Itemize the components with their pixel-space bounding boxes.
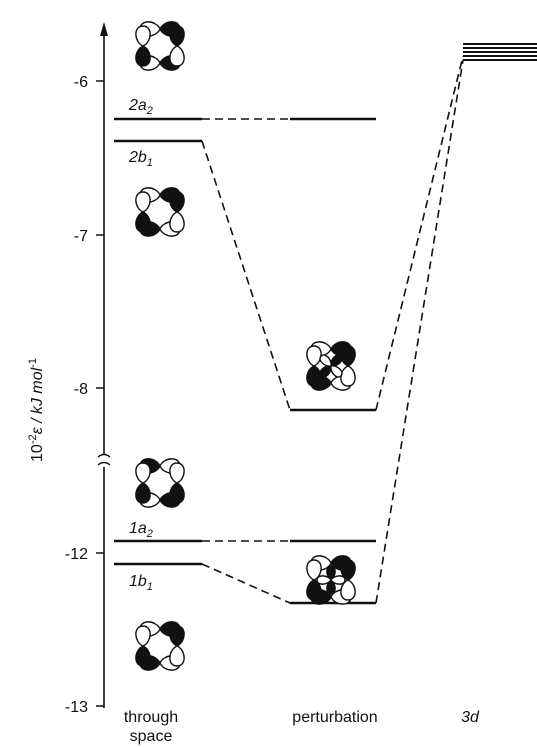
y-axis-label: 10-2ε / kJ mol-1 [27,358,46,462]
d-orbital-icon [319,354,343,378]
orbital-2a2-icon [135,21,185,71]
tick-label: -6 [74,74,88,91]
orbital-perturbed-2b1-icon [306,341,356,391]
axis-arrow-icon [100,22,108,36]
column-label-perturbation: perturbation [292,709,377,726]
level-label-1b1: 1b1 [129,573,153,593]
y-axis: -6 -7 -8 -12 -13 10-2ε / kJ mol-1 [27,22,111,716]
orbital-perturbed-1b1-icon [306,555,356,605]
tick-label: -7 [74,228,88,245]
tick-label: -13 [65,699,88,716]
level-label-2b1: 2b1 [128,149,153,169]
orbital-1b1-icon [135,621,185,671]
energy-levels [114,117,376,605]
column-label-through-space-2: space [130,728,173,745]
orbital-1a2-icon [135,458,185,508]
correlation-lines [201,55,464,604]
orbital-2b1-icon [135,187,185,237]
column-label-3d: 3d [461,709,480,726]
levels-3d [463,43,537,61]
column-label-through-space: through [124,709,178,726]
level-label-2a2: 2a2 [128,97,153,117]
tick-label: -12 [65,546,88,563]
d-orbital-icon [316,565,346,595]
tick-label: -8 [74,381,88,398]
axis-break [97,453,111,458]
level-label-1a2: 1a2 [129,520,153,540]
